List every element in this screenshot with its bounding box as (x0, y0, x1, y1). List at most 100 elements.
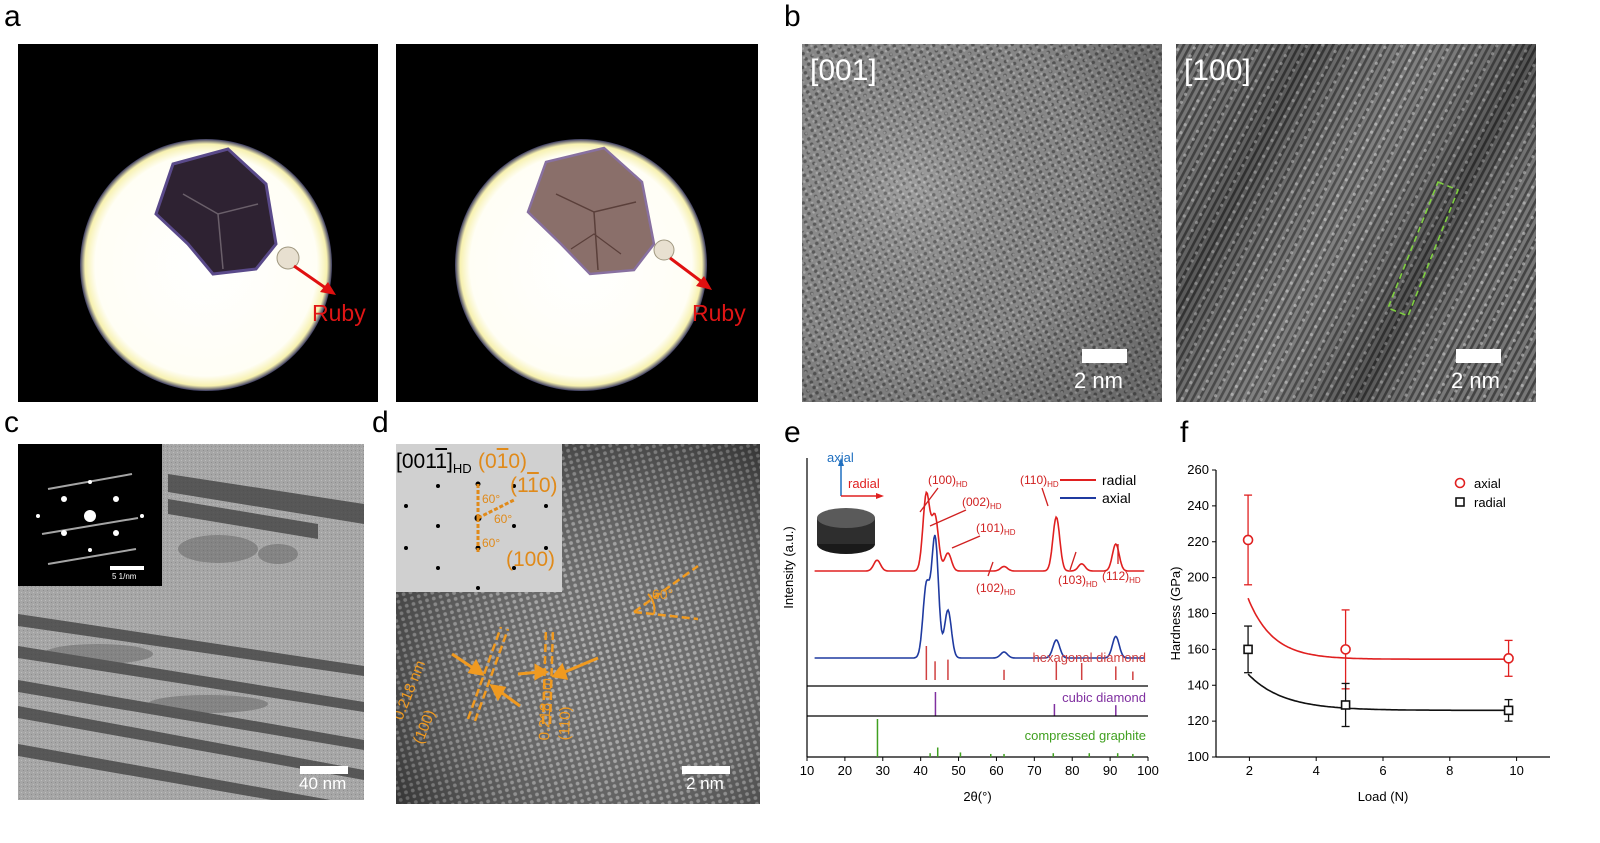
fft-angle-1: 60° (482, 492, 501, 506)
y-tick-label: 140 (1187, 677, 1209, 692)
data-point-axial (1242, 534, 1254, 546)
y-tick-label: 180 (1187, 606, 1209, 621)
dac-image-left (80, 139, 336, 391)
x-tick-label: 80 (1065, 763, 1079, 778)
peak-arrow (1069, 551, 1077, 571)
inset-radial-label: radial (848, 476, 880, 491)
legend-marker-axial (1454, 477, 1466, 489)
data-point-axial (1340, 644, 1351, 655)
ruby-label-right: Ruby (692, 300, 746, 326)
scale-bar-label: 2 nm (1451, 368, 1500, 393)
y-axis-title: Hardness (GPa) (1168, 567, 1183, 661)
dac-photo-right: Ruby (396, 44, 758, 402)
x-tick-label: 40 (913, 763, 927, 778)
x-tick-label: 10 (800, 763, 814, 778)
reference-label: cubic diamond (1062, 690, 1146, 705)
x-tick-label: 20 (838, 763, 852, 778)
inset-axial-label: axial (827, 450, 854, 465)
ruby-sphere (276, 246, 300, 270)
panel-label-e: e (784, 416, 801, 449)
x-tick-label: 50 (951, 763, 965, 778)
sample-disk-top (817, 508, 875, 528)
d-spacing-110: 0.218 nm (536, 677, 556, 741)
hardness-chart: 2 4 6 8 10 100 120 140 160 180 200 220 240 260 Load (N… (1168, 462, 1550, 804)
ruby-label-left: Ruby (312, 300, 366, 326)
panel-label-c: c (4, 406, 19, 439)
data-point-radial (1243, 644, 1253, 655)
spot-label-010: (010) (478, 450, 528, 473)
y-tick-label: 120 (1187, 713, 1209, 728)
y-tick-label: 240 (1187, 498, 1209, 513)
panel-label-a: a (4, 0, 21, 33)
peak-label: (112)HD (1102, 569, 1141, 585)
legend-label-axial: axial (1102, 490, 1131, 506)
ruby-sphere (653, 239, 675, 261)
x-tick-label: 6 (1379, 763, 1386, 778)
scale-bar (300, 766, 348, 774)
peak-arrow (919, 487, 939, 513)
hrtem-lattice-001 (802, 44, 1162, 402)
panel-label-f: f (1180, 416, 1189, 449)
peak-arrow (987, 561, 994, 577)
x-tick-label: 8 (1446, 763, 1453, 778)
x-tick-label: 90 (1103, 763, 1117, 778)
stacking-fault-box (1386, 180, 1460, 318)
x-tick-label: 100 (1137, 763, 1159, 778)
hrtem-001-image: [001] 2 nm (802, 44, 1162, 402)
y-axis-title: Intensity (a.u.) (781, 526, 796, 608)
spot-label-100: (100) (506, 548, 556, 571)
scale-bar-label: 2 nm (1074, 368, 1123, 393)
x-tick-label: 2 (1246, 763, 1253, 778)
lattice-angle: 60° (652, 586, 674, 602)
zone-axis-label: [001] (810, 54, 877, 87)
inset-radial-arrowhead (876, 493, 884, 499)
y-tick-label: 100 (1187, 749, 1209, 764)
ruby-arrow (669, 256, 707, 287)
peak-label: (110)HD (1020, 473, 1059, 489)
scale-bar (1456, 349, 1501, 363)
y-tick-label: 200 (1187, 570, 1209, 585)
fft-zone-axis: [0011]HD (396, 450, 472, 477)
inset-axial-arrowhead (838, 458, 844, 466)
x-tick-label: 4 (1313, 763, 1320, 778)
peak-label: (103)HD (1058, 573, 1098, 589)
hrtem-100-image: [100] 2 nm (1176, 44, 1536, 402)
peak-label: (002)HD (962, 495, 1002, 511)
x-tick-label: 10 (1509, 763, 1523, 778)
y-tick-label: 160 (1187, 641, 1209, 656)
panel-label-b: b (784, 0, 801, 33)
x-tick-label: 70 (1027, 763, 1041, 778)
scale-bar (1082, 349, 1127, 363)
scale-bar-label: 40 nm (299, 774, 347, 793)
series-radial-line (814, 490, 1145, 572)
x-tick-label: 30 (876, 763, 890, 778)
saed-pattern (36, 473, 144, 570)
legend-marker-radial (1455, 497, 1465, 507)
series-axial-fit (1247, 597, 1509, 660)
peak-arrow (929, 509, 967, 527)
fft-angle-2: 60° (494, 512, 513, 526)
hrtem-lattice-d (396, 444, 760, 804)
data-point-radial (1340, 700, 1351, 710)
data-point-axial (1503, 653, 1514, 664)
panel-label-d: d (372, 406, 389, 439)
scale-bar-label: 2 nm (686, 774, 724, 793)
inset-scale-label: 5 1/nm (112, 572, 137, 581)
zone-axis-label: [100] (1184, 54, 1251, 87)
peak-arrow (951, 535, 981, 549)
plane-110-label: (110) (556, 706, 575, 741)
scale-bar (682, 766, 730, 774)
y-tick-label: 220 (1187, 534, 1209, 549)
xrd-chart: 10 20 30 40 50 60 70 80 90 100 2θ(°) Intensity (a.u… (781, 450, 1159, 804)
series-axial-line (814, 534, 1145, 659)
x-axis-title: Load (N) (1358, 789, 1409, 804)
legend-label-radial: radial (1474, 495, 1506, 510)
series-radial-fit (1247, 673, 1509, 712)
tem-brightfield-image: 40 nm 5 1/nm (18, 444, 364, 800)
legend-label-radial: radial (1102, 472, 1136, 488)
fft-angle-3: 60° (482, 536, 501, 550)
reference-label: compressed graphite (1025, 728, 1146, 743)
peak-label: (100)HD (928, 473, 968, 489)
reference-label: hexagonal diamond (1033, 650, 1146, 665)
dac-image-right (455, 139, 712, 391)
